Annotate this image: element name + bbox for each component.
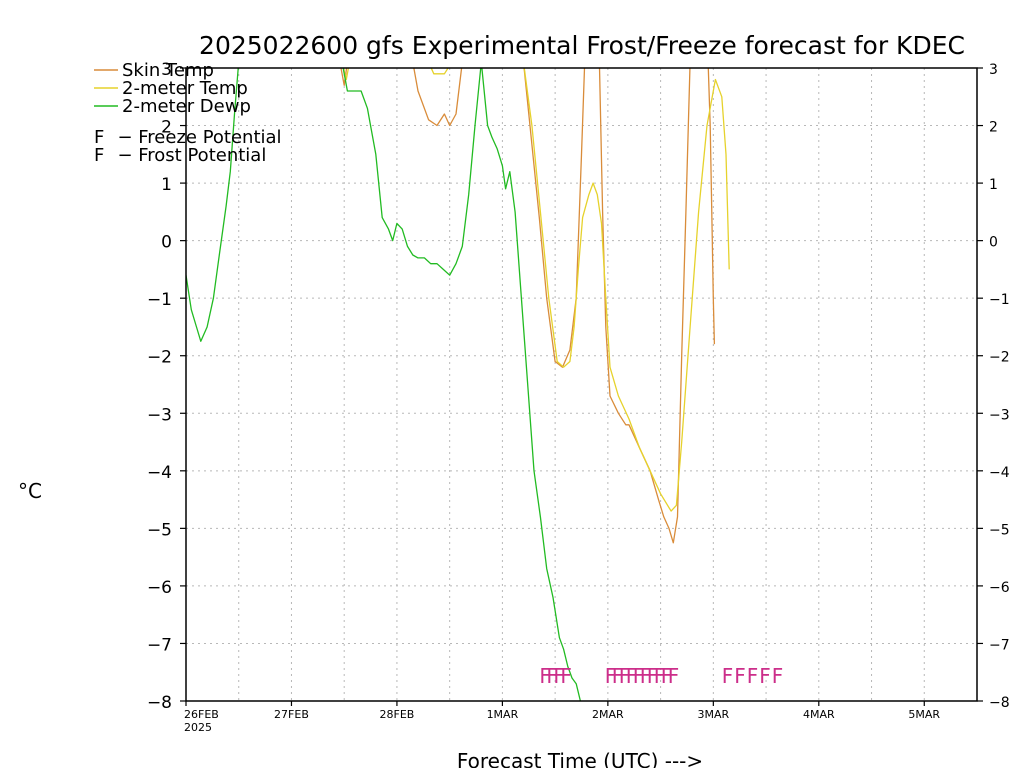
freeze-marker: F xyxy=(605,664,617,688)
freeze-marker: F xyxy=(668,664,680,688)
y-tick-label-right: −5 xyxy=(989,522,1010,538)
y-tick-label-left: −5 xyxy=(147,520,172,540)
y-tick-label-left: 0 xyxy=(161,233,172,253)
y-axis-label: °C xyxy=(18,479,42,503)
freeze-marker: F xyxy=(626,664,638,688)
y-tick-label-left: 1 xyxy=(161,175,172,195)
legend-code: F xyxy=(94,145,104,166)
freeze-marker: F xyxy=(619,664,631,688)
freeze-marker: F xyxy=(647,664,659,688)
y-tick-label-left: −4 xyxy=(147,463,172,483)
y-tick-label-left: −7 xyxy=(147,635,172,655)
y-tick-label-left: 2 xyxy=(161,118,172,138)
freeze-marker: F xyxy=(633,664,645,688)
series-group xyxy=(186,68,730,701)
y-tick-label-left: −3 xyxy=(147,405,172,425)
x-tick-label: 4MAR xyxy=(803,708,835,721)
freeze-marker-group: FFFFF xyxy=(722,664,785,688)
freeze-marker: F xyxy=(612,664,624,688)
legend-code-label: − Freeze Potential xyxy=(106,127,282,148)
y-tick-label-left: −6 xyxy=(147,578,172,598)
y-tick-label-left: −2 xyxy=(147,348,172,368)
y-tick-label-right: −8 xyxy=(989,695,1010,711)
chart-title: 2025022600 gfs Experimental Frost/Freeze… xyxy=(199,31,965,60)
y-tick-label-left: 3 xyxy=(161,60,172,80)
freeze-marker: F xyxy=(553,664,565,688)
x-tick-label: 26FEB xyxy=(184,708,219,721)
y-tick-label-right: 0 xyxy=(989,235,998,251)
x-tick-label: 5MAR xyxy=(908,708,940,721)
x-tick-label: 3MAR xyxy=(697,708,729,721)
y-tick-label-right: 2 xyxy=(989,120,998,136)
series-line-skin-temp xyxy=(340,68,716,544)
y-tick-label-right: −2 xyxy=(989,350,1010,366)
freeze-marker: FFFFF xyxy=(722,664,785,688)
y-tick-label-right: −7 xyxy=(989,637,1010,653)
freeze-marker: F xyxy=(546,664,558,688)
x-tick-label: 2MAR xyxy=(592,708,624,721)
x-tick-label: 28FEB xyxy=(380,708,415,721)
y-tick-label-right: −3 xyxy=(989,407,1010,423)
y-axis: −8 −8 −7 −7 −6 −6 −5 −5 −4 −4 −3 −3 −2 −2 −1 −1 0 0 1 1 2 2 3 3 xyxy=(147,60,1010,713)
freeze-marker: F xyxy=(654,664,666,688)
freeze-marker: F xyxy=(661,664,673,688)
freeze-marker: F xyxy=(560,664,572,688)
y-tick-label-right: −4 xyxy=(989,465,1010,481)
y-tick-label-left: −8 xyxy=(147,693,172,713)
plot-frame xyxy=(185,67,978,702)
legend-label: Skin Temp xyxy=(122,60,214,81)
x-tick-sublabel: 2025 xyxy=(184,721,212,734)
freeze-marker: F xyxy=(640,664,652,688)
x-axis-label: Forecast Time (UTC) ---> xyxy=(457,749,703,768)
y-tick-label-left: −1 xyxy=(147,290,172,310)
y-tick-label-right: −6 xyxy=(989,580,1010,596)
series-line-2-meter-dewp xyxy=(186,68,582,701)
freeze-marker: F xyxy=(539,664,551,688)
legend-label: 2-meter Temp xyxy=(122,78,248,99)
y-tick-label-right: 1 xyxy=(989,177,998,193)
legend-code-label: − Frost Potential xyxy=(106,145,266,166)
legend-label: 2-meter Dewp xyxy=(122,96,251,117)
y-tick-label-right: −1 xyxy=(989,292,1010,308)
series-line-2-meter-temp xyxy=(342,68,730,512)
x-tick-label: 27FEB xyxy=(274,708,309,721)
legend-code: F xyxy=(94,127,104,148)
x-tick-label: 1MAR xyxy=(487,708,519,721)
freeze-marker-group: FFFF xyxy=(539,664,572,688)
y-tick-label-right: 3 xyxy=(989,62,998,78)
